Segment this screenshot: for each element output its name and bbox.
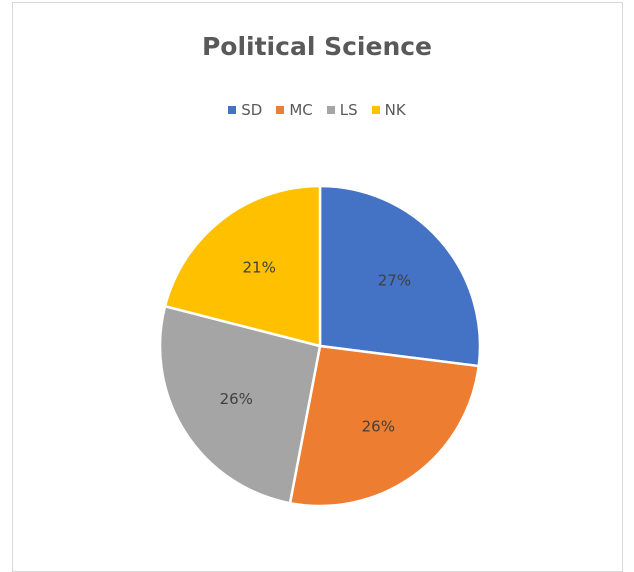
legend-swatch bbox=[276, 106, 285, 114]
pie-slice-mc bbox=[288, 344, 481, 508]
legend-label: MC bbox=[289, 101, 313, 119]
legend-item-ls: LS bbox=[326, 101, 358, 119]
legend-swatch bbox=[228, 106, 237, 114]
legend-label: SD bbox=[241, 101, 263, 119]
pie-slice-nk bbox=[163, 184, 322, 348]
data-label-nk: 21% bbox=[243, 259, 276, 277]
legend-swatch bbox=[371, 106, 380, 114]
chart-title: Political Science bbox=[201, 32, 433, 61]
legend-label: LS bbox=[339, 101, 358, 119]
pie-slice-sd bbox=[318, 184, 482, 368]
data-label-ls: 26% bbox=[220, 390, 253, 408]
legend-item-sd: SD bbox=[228, 101, 262, 119]
data-label-mc: 26% bbox=[362, 417, 395, 435]
legend-swatch bbox=[326, 106, 335, 114]
data-label-sd: 27% bbox=[378, 271, 411, 289]
pie-slice-ls bbox=[158, 304, 322, 505]
legend-item-mc: MC bbox=[276, 101, 313, 119]
chart-legend: SD MC LS NK bbox=[0, 101, 634, 119]
legend-label: NK bbox=[384, 101, 406, 119]
legend-item-nk: NK bbox=[371, 101, 406, 119]
